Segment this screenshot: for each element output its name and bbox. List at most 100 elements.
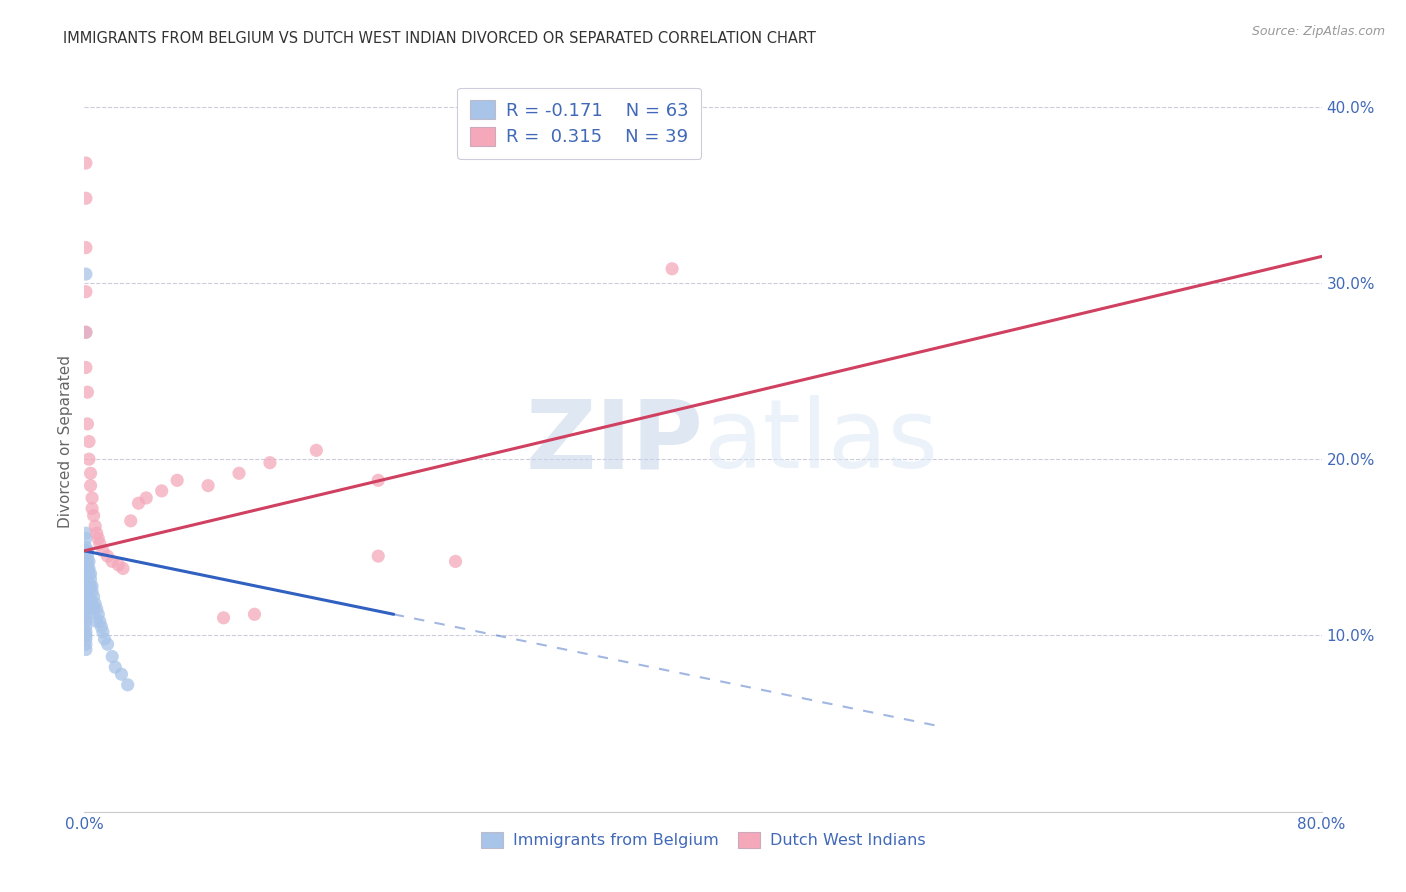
Point — [107, 558, 129, 572]
Point — [79, 593, 101, 607]
Point — [110, 667, 132, 681]
Point — [243, 607, 266, 622]
Point — [75, 561, 97, 575]
Point — [86, 615, 108, 629]
Point — [79, 478, 101, 492]
Point — [75, 360, 97, 375]
Point — [89, 537, 111, 551]
Point — [76, 561, 98, 575]
Point — [75, 593, 97, 607]
Point — [305, 443, 328, 458]
Point — [112, 561, 135, 575]
Point — [86, 602, 108, 616]
Point — [79, 579, 101, 593]
Point — [77, 579, 100, 593]
Point — [104, 660, 127, 674]
Point — [76, 385, 98, 400]
Point — [75, 325, 97, 339]
Point — [77, 590, 100, 604]
Point — [75, 579, 97, 593]
Point — [91, 624, 114, 639]
Point — [76, 579, 98, 593]
Point — [212, 611, 235, 625]
Text: atlas: atlas — [703, 395, 938, 488]
Point — [83, 602, 105, 616]
Point — [75, 637, 97, 651]
Point — [75, 549, 97, 563]
Point — [75, 267, 97, 281]
Point — [75, 597, 97, 611]
Point — [101, 649, 124, 664]
Point — [76, 417, 98, 431]
Point — [75, 632, 97, 646]
Point — [89, 615, 111, 629]
Point — [75, 624, 97, 639]
Point — [77, 434, 100, 449]
Point — [96, 549, 118, 563]
Point — [75, 572, 97, 586]
Point — [367, 549, 389, 563]
Point — [79, 467, 101, 481]
Point — [82, 579, 104, 593]
Point — [90, 619, 112, 633]
Point — [76, 584, 98, 599]
Point — [75, 541, 97, 555]
Point — [87, 607, 110, 622]
Text: Source: ZipAtlas.com: Source: ZipAtlas.com — [1251, 25, 1385, 38]
Point — [75, 642, 97, 657]
Point — [77, 554, 100, 568]
Point — [82, 597, 104, 611]
Point — [75, 241, 97, 255]
Point — [76, 549, 98, 563]
Point — [83, 590, 105, 604]
Point — [150, 483, 173, 498]
Point — [86, 526, 108, 541]
Point — [79, 566, 101, 581]
Point — [82, 491, 104, 505]
Point — [75, 156, 97, 170]
Point — [259, 456, 281, 470]
Point — [197, 478, 219, 492]
Point — [75, 191, 97, 205]
Point — [75, 566, 97, 581]
Text: IMMIGRANTS FROM BELGIUM VS DUTCH WEST INDIAN DIVORCED OR SEPARATED CORRELATION C: IMMIGRANTS FROM BELGIUM VS DUTCH WEST IN… — [63, 31, 815, 46]
Point — [127, 496, 149, 510]
Point — [75, 558, 97, 572]
Point — [77, 452, 100, 467]
Point — [93, 632, 115, 646]
Point — [75, 575, 97, 590]
Point — [120, 514, 142, 528]
Point — [79, 572, 101, 586]
Point — [367, 473, 389, 487]
Point — [75, 285, 97, 299]
Point — [444, 554, 467, 568]
Point — [75, 602, 97, 616]
Point — [101, 554, 124, 568]
Point — [84, 597, 107, 611]
Point — [75, 325, 97, 339]
Point — [75, 544, 97, 558]
Point — [75, 615, 97, 629]
Y-axis label: Divorced or Separated: Divorced or Separated — [58, 355, 73, 528]
Point — [661, 261, 683, 276]
Point — [75, 526, 97, 541]
Point — [76, 554, 98, 568]
Point — [166, 473, 188, 487]
Point — [91, 544, 114, 558]
Point — [83, 508, 105, 523]
Point — [75, 611, 97, 625]
Point — [75, 584, 97, 599]
Point — [77, 561, 100, 575]
Point — [75, 628, 97, 642]
Point — [135, 491, 157, 505]
Point — [82, 584, 104, 599]
Point — [77, 566, 100, 581]
Point — [84, 519, 107, 533]
Point — [76, 544, 98, 558]
Point — [82, 501, 104, 516]
Point — [75, 619, 97, 633]
Point — [75, 532, 97, 546]
Point — [87, 532, 110, 546]
Point — [75, 554, 97, 568]
Point — [76, 566, 98, 581]
